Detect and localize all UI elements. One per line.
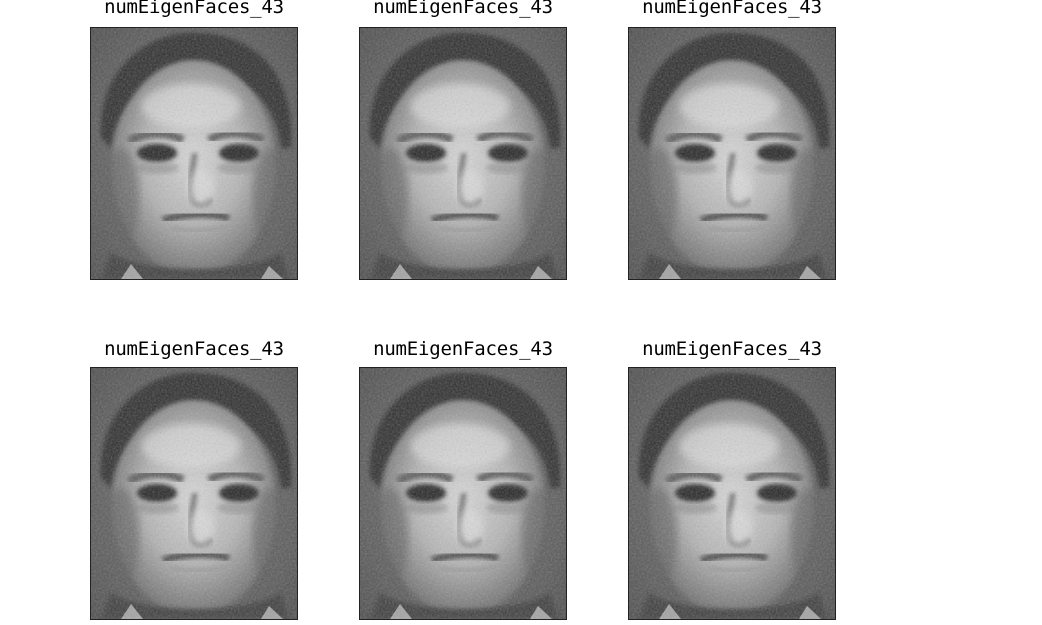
- face-image: [628, 367, 836, 620]
- subplot-title: numEigenFaces_43: [642, 0, 822, 18]
- eigenface-drawing: [91, 28, 297, 279]
- face-image: [90, 27, 298, 280]
- subplot-title: numEigenFaces_43: [373, 338, 553, 360]
- subplot-title: numEigenFaces_43: [104, 0, 284, 18]
- subplot-title: numEigenFaces_43: [373, 0, 553, 18]
- face-image: [628, 27, 836, 280]
- face-image: [359, 367, 567, 620]
- eigenface-drawing: [629, 368, 835, 619]
- eigenface-drawing: [360, 368, 566, 619]
- eigenface-drawing: [629, 28, 835, 279]
- eigenface-drawing: [360, 28, 566, 279]
- subplot-title: numEigenFaces_43: [642, 338, 822, 360]
- face-image: [359, 27, 567, 280]
- face-image: [90, 367, 298, 620]
- subplot-title: numEigenFaces_43: [104, 338, 284, 360]
- eigenface-drawing: [91, 368, 297, 619]
